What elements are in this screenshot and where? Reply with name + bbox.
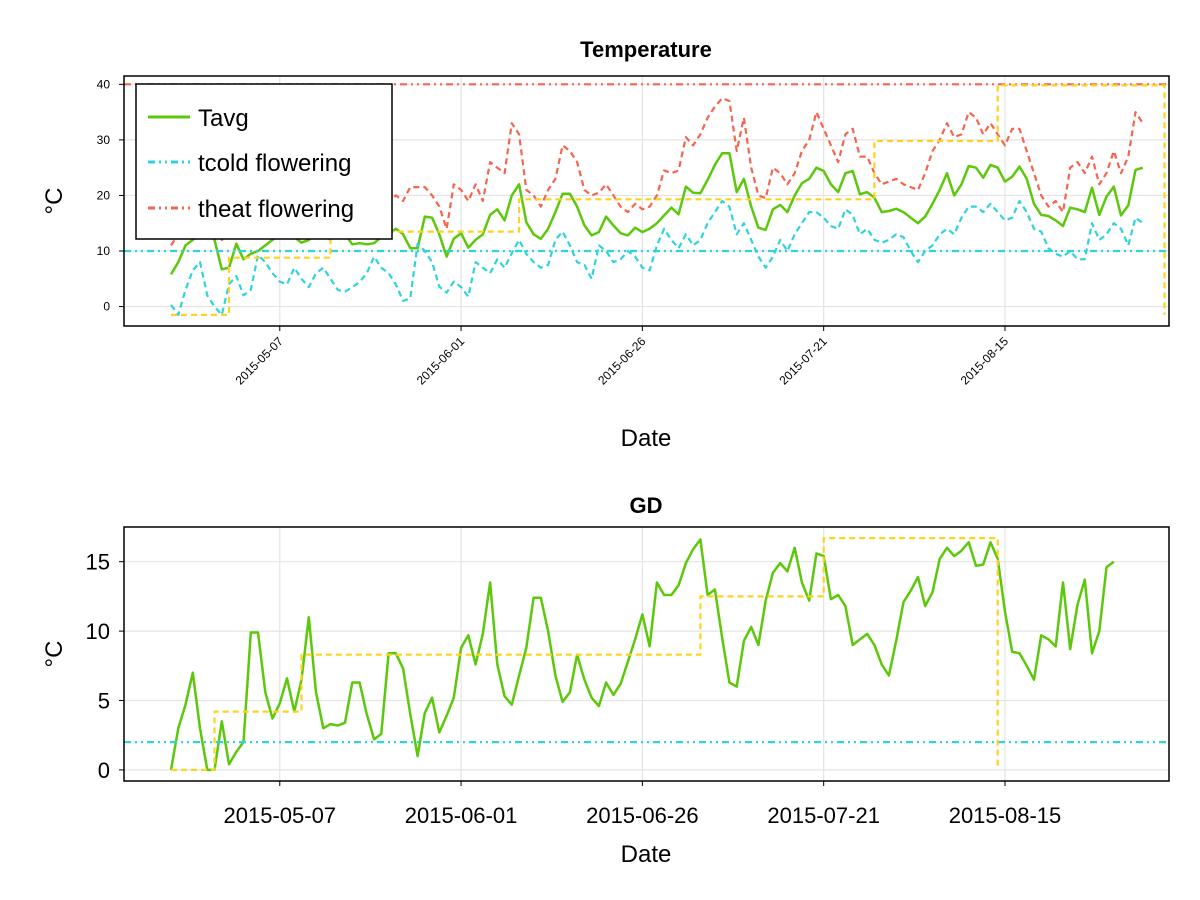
series-line-stage [171,84,1166,316]
y-tick-label: 5 [98,688,110,713]
x-tick-label: 2015-06-26 [586,803,699,828]
gd-plot-frame [123,526,1170,782]
legend-label-tavg: Tavg [198,105,249,132]
chart-title-temperature: Temperature [580,37,712,62]
gd-x-axis-label: Date [621,841,672,868]
legend-box [135,83,393,240]
x-tick-label: 2015-06-26 [595,334,649,388]
x-tick-label: 2015-05-07 [233,334,287,388]
gd-x-ticks: 2015-05-07 2015-06-01 2015-06-26 2015-07-21… [224,781,1062,828]
y-tick-label: 10 [86,619,110,644]
gd-y-axis-label: °C [41,641,68,668]
x-tick-label: 2015-06-01 [414,334,468,388]
gd-y-ticks: 0 5 10 15 [86,550,124,783]
x-tick-label: 2015-05-07 [224,803,337,828]
temperature-panel: Temperature 0 10 20 30 40 2015-05-07 2015-06-… [41,37,1170,452]
y-tick-label: 40 [97,77,111,91]
legend: Tavg tcold flowering theat flowering [135,83,393,240]
gd-panel: GD 0 5 10 15 2015-05-07 2015-06-01 2015-06-26… [41,493,1170,868]
temperature-y-axis-label: °C [41,188,68,215]
legend-label-tcold: tcold flowering [198,150,351,177]
x-tick-label: 2015-07-21 [776,334,830,388]
gd-grid [124,527,1169,781]
x-tick-label: 2015-06-01 [405,803,518,828]
series-line-gd [169,538,1115,772]
temperature-x-axis-label: Date [621,425,672,452]
x-tick-label: 2015-08-15 [958,334,1012,388]
temperature-plot-frame [123,75,1170,327]
series-line-stage [171,537,999,771]
x-tick-label: 2015-07-21 [767,803,880,828]
y-tick-label: 15 [86,550,110,575]
chart-title-gd: GD [630,493,663,518]
y-tick-label: 0 [98,758,110,783]
temperature-x-ticks: 2015-05-07 2015-06-01 2015-06-26 2015-07-21… [233,326,1012,388]
y-tick-label: 0 [103,300,110,314]
gd-series [124,537,1169,772]
series-line-tmin [170,199,1144,316]
temperature-y-ticks: 0 10 20 30 40 [97,77,124,314]
y-tick-label: 30 [97,133,111,147]
x-tick-label: 2015-08-15 [949,803,1062,828]
y-tick-label: 20 [97,188,111,202]
y-tick-label: 10 [97,244,111,258]
legend-label-theat: theat flowering [198,196,354,223]
